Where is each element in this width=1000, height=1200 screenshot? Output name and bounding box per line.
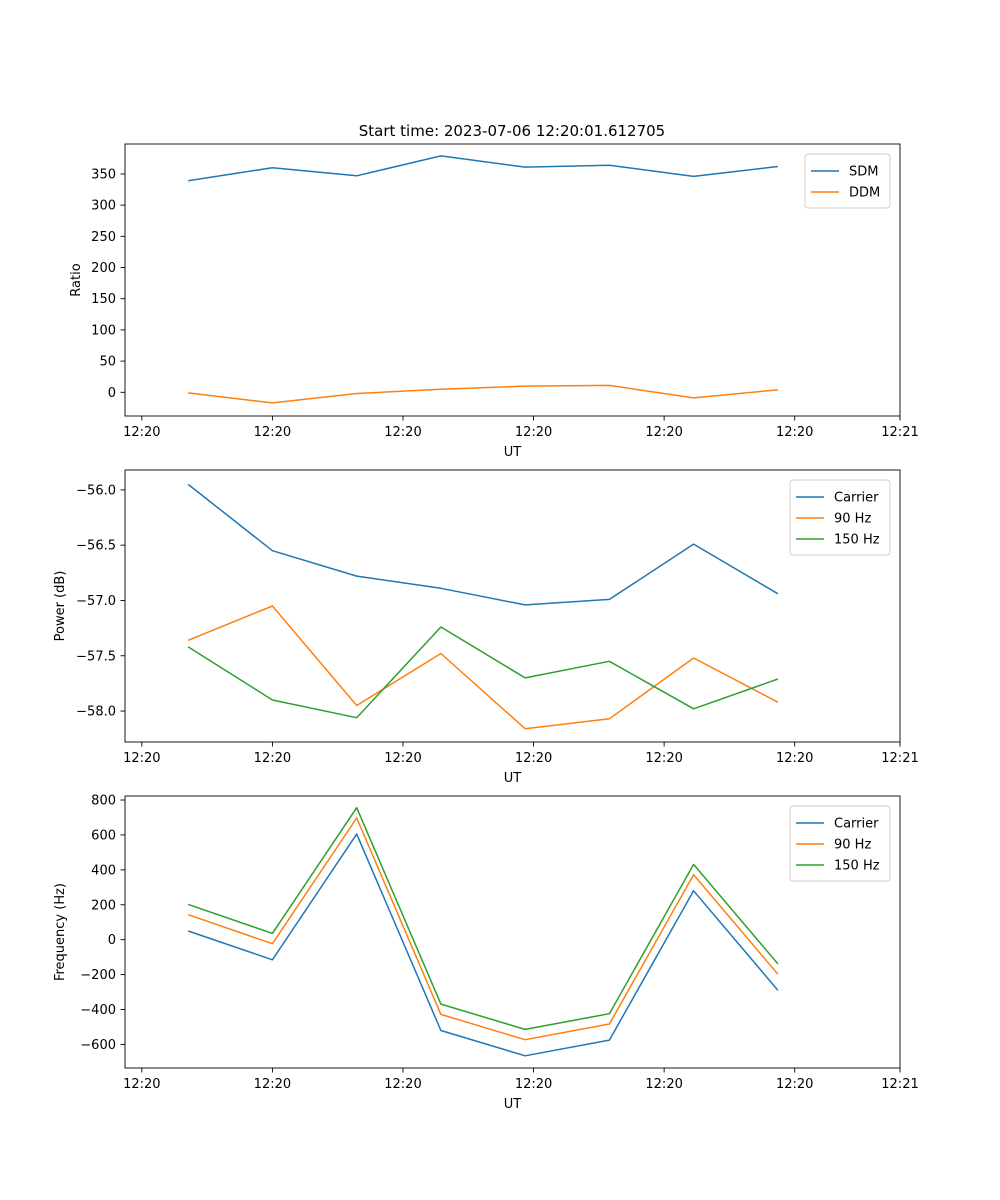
power-y-tick-label: −57.0 bbox=[76, 594, 116, 609]
ratio-legend: SDM DDM bbox=[804, 153, 891, 209]
frequency-legend-box bbox=[789, 805, 891, 882]
frequency-x-tick-label: 12:20 bbox=[384, 1077, 421, 1092]
frequency-x-tick-label: 12:20 bbox=[645, 1077, 682, 1092]
ratio-axes-frame bbox=[124, 143, 901, 417]
ratio-y-tick-label: 200 bbox=[91, 261, 116, 276]
frequency-y-tick-label: 400 bbox=[91, 863, 116, 878]
frequency-x-tick-label: 12:20 bbox=[254, 1077, 291, 1092]
frequency-x-tick-label: 12:20 bbox=[123, 1077, 160, 1092]
ratio-x-tick-label: 12:21 bbox=[881, 425, 918, 440]
power-x-tick-label: 12:20 bbox=[254, 751, 291, 766]
frequency-series-90-hz-line bbox=[187, 817, 779, 1041]
ratio-series-sdm-line bbox=[188, 155, 778, 182]
power-y-tick-label: −56.5 bbox=[76, 539, 116, 554]
power-legend-box bbox=[789, 479, 891, 556]
frequency-x-tick-label: 12:20 bbox=[776, 1077, 813, 1092]
power-legend: Carrier 90 Hz 150 Hz bbox=[789, 479, 891, 556]
frequency-x-tick-label: 12:21 bbox=[881, 1077, 918, 1092]
ratio-legend-label-sdm: SDM bbox=[849, 165, 878, 180]
power-series-carrier-line bbox=[187, 483, 779, 606]
ratio-y-tick-label: 250 bbox=[91, 230, 116, 245]
ratio-y-tick-label: 300 bbox=[91, 199, 116, 214]
subplots: 12:20 12:20 12:20 12:20 12:20 12:20 12:21 0 50 10… bbox=[53, 143, 919, 1112]
ratio-y-tick-label: 50 bbox=[99, 355, 116, 370]
frequency-y-tick-label: 200 bbox=[91, 898, 116, 913]
subplot-ratio: 12:20 12:20 12:20 12:20 12:20 12:20 12:21 0 50 10… bbox=[69, 143, 919, 460]
ratio-x-tick-label: 12:20 bbox=[645, 425, 682, 440]
power-x-tick-label: 12:21 bbox=[881, 751, 918, 766]
ratio-legend-label-ddm: DDM bbox=[849, 186, 880, 201]
frequency-y-tick-label: 600 bbox=[91, 828, 116, 843]
power-series-150-hz-line bbox=[187, 626, 779, 719]
frequency-y-tick-label: 800 bbox=[91, 794, 116, 809]
ratio-y-tick-label: 150 bbox=[91, 292, 116, 307]
frequency-legend: Carrier 90 Hz 150 Hz bbox=[789, 805, 891, 882]
power-x-tick-label: 12:20 bbox=[384, 751, 421, 766]
ratio-y-tick-label: 100 bbox=[91, 323, 116, 338]
power-axes-frame bbox=[124, 469, 901, 743]
ratio-y-axis-label: Ratio bbox=[69, 263, 84, 296]
ratio-legend-box bbox=[804, 153, 891, 209]
power-y-tick-label: −57.5 bbox=[76, 649, 116, 664]
frequency-series-150-hz-line bbox=[187, 806, 779, 1031]
power-y-tick-label: −58.0 bbox=[76, 705, 116, 720]
frequency-y-tick-label: −400 bbox=[80, 1003, 116, 1018]
subplot-power: 12:20 12:20 12:20 12:20 12:20 12:20 12:21 −58.0… bbox=[53, 469, 919, 786]
frequency-series-carrier-line bbox=[187, 833, 779, 1057]
power-legend-label-carrier: Carrier bbox=[834, 491, 879, 506]
power-y-tick-label: −56.0 bbox=[76, 483, 116, 498]
frequency-x-tick-label: 12:20 bbox=[515, 1077, 552, 1092]
power-x-tick-label: 12:20 bbox=[515, 751, 552, 766]
frequency-axes-frame bbox=[124, 795, 901, 1069]
power-y-axis-label: Power (dB) bbox=[53, 571, 68, 642]
subplot-frequency: 12:20 12:20 12:20 12:20 12:20 12:20 12:21 −600 −… bbox=[53, 794, 919, 1112]
power-x-tick-label: 12:20 bbox=[776, 751, 813, 766]
ratio-x-tick-label: 12:20 bbox=[776, 425, 813, 440]
frequency-y-tick-label: −200 bbox=[80, 968, 116, 983]
frequency-y-axis-label: Frequency (Hz) bbox=[53, 883, 68, 981]
power-x-tick-label: 12:20 bbox=[645, 751, 682, 766]
ratio-y-tick-label: 0 bbox=[108, 386, 116, 401]
ratio-series-ddm-line bbox=[188, 384, 778, 404]
ratio-x-axis-label: UT bbox=[504, 445, 522, 460]
ratio-x-tick-label: 12:20 bbox=[384, 425, 421, 440]
power-series-90-hz-line bbox=[187, 605, 779, 730]
frequency-x-axis-label: UT bbox=[504, 1097, 522, 1112]
frequency-y-tick-label: −600 bbox=[80, 1038, 116, 1053]
power-legend-label-150-hz: 150 Hz bbox=[834, 533, 880, 548]
ratio-x-tick-label: 12:20 bbox=[515, 425, 552, 440]
power-legend-label-90-hz: 90 Hz bbox=[834, 512, 871, 527]
frequency-legend-label-carrier: Carrier bbox=[834, 817, 879, 832]
ratio-x-tick-label: 12:20 bbox=[123, 425, 160, 440]
figure-title: Start time: 2023-07-06 12:20:01.612705 bbox=[359, 122, 665, 140]
ratio-x-tick-label: 12:20 bbox=[254, 425, 291, 440]
frequency-legend-label-90-hz: 90 Hz bbox=[834, 838, 871, 853]
ratio-y-tick-label: 350 bbox=[91, 167, 116, 182]
power-x-tick-label: 12:20 bbox=[123, 751, 160, 766]
power-x-axis-label: UT bbox=[504, 771, 522, 786]
frequency-legend-label-150-hz: 150 Hz bbox=[834, 859, 880, 874]
frequency-y-tick-label: 0 bbox=[108, 933, 116, 948]
